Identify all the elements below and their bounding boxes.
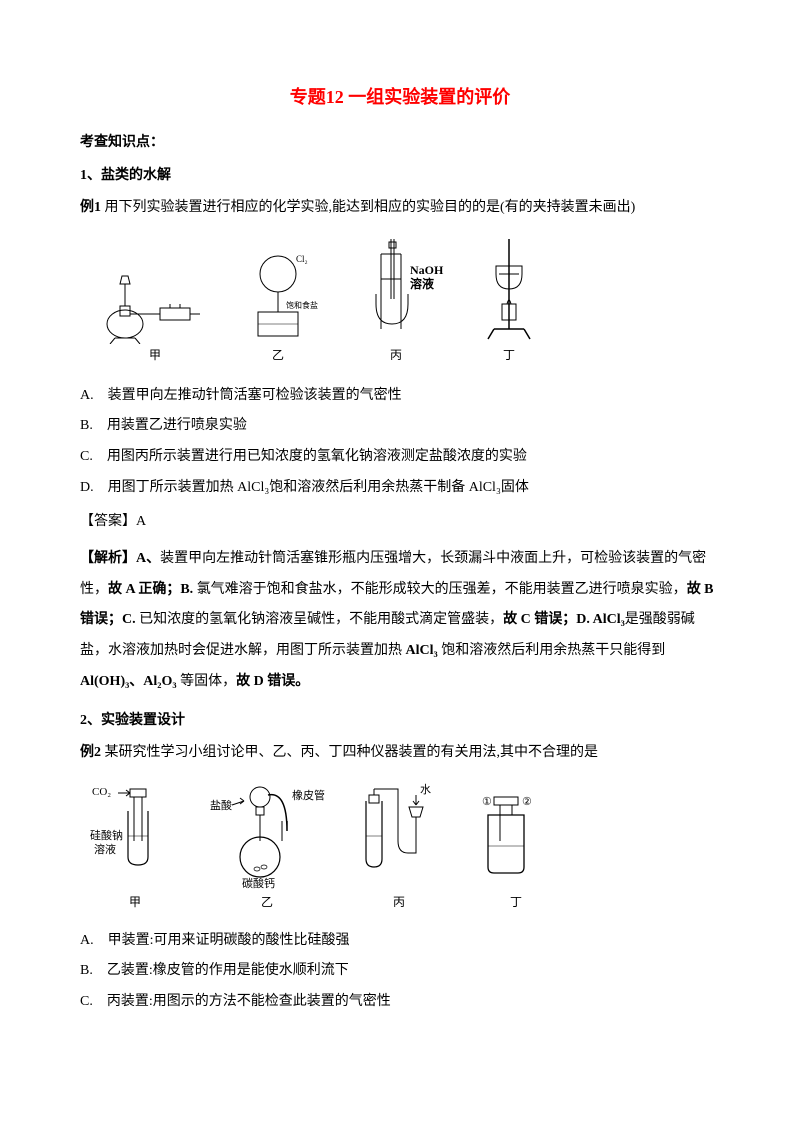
figure2-jia-label: 甲 [129, 891, 141, 914]
svg-text:溶液: 溶液 [94, 842, 116, 856]
option-1b: B. 用装置乙进行喷泉实验 [80, 413, 720, 440]
svg-text:饱和食盐水: 饱和食盐水 [286, 300, 318, 310]
svg-text:NaOH: NaOH [410, 263, 444, 277]
analysis-b-label: B. [180, 582, 193, 597]
figure2-bing-label: 丙 [393, 891, 405, 914]
figure-jia-label: 甲 [149, 344, 161, 367]
analysis-d-alcl3: AlCl₃ [406, 643, 438, 658]
figure-ding-label: 丁 [503, 344, 515, 367]
example1-body: 用下列实验装置进行相应的化学实验,能达到相应的实验目的的是(有的夹持装置未画出) [105, 200, 636, 215]
figure-yi-label: 乙 [272, 344, 284, 367]
answer-block: 【答案】A [80, 509, 720, 536]
figure2-yi-label: 乙 [261, 891, 273, 914]
option-2a: A. 甲装置:可用来证明碳酸的酸性比硅酸强 [80, 928, 720, 955]
analysis-label: 【解析】 [80, 551, 136, 566]
figure-bing-label: 丙 [390, 344, 402, 367]
analysis-d-text3: 等固体， [177, 674, 237, 689]
heading-exam-points: 考查知识点： [80, 130, 720, 157]
svg-text:CO₂: CO₂ [92, 786, 111, 798]
option-2b: B. 乙装置:橡皮管的作用是能使水顺利流下 [80, 958, 720, 985]
figure-yi: Cl₂ 饱和食盐水 乙 [238, 244, 318, 367]
analysis-a-label: A、 [136, 551, 160, 566]
svg-text:Cl₂: Cl₂ [296, 254, 308, 264]
figure2-ding-label: 丁 [510, 891, 522, 914]
svg-text:水: 水 [420, 783, 431, 796]
figure2-jia: CO₂ 硅酸钠 溶液 甲 [90, 781, 180, 914]
analysis-a-res: 故 A 正确； [108, 582, 180, 597]
figure-jia: 甲 [100, 264, 210, 367]
option-1c: C. 用图丙所示装置进行用已知浓度的氢氧化钠溶液测定盐酸浓度的实验 [80, 444, 720, 471]
svg-text:硅酸钠: 硅酸钠 [90, 828, 123, 842]
analysis-c-text: 已知浓度的氢氧化钠溶液呈碱性，不能用酸式滴定管盛装， [136, 612, 504, 627]
analysis-b-text: 氯气难溶于饱和食盐水，不能形成较大的压强差，不能用装置乙进行喷泉实验， [193, 582, 687, 597]
option-2c: C. 丙装置:用图示的方法不能检查此装置的气密性 [80, 989, 720, 1016]
analysis-c-label: C. [122, 612, 136, 627]
analysis-c-res: 故 C 错误； [503, 612, 576, 627]
analysis-d-label: D. AlCl₃ [576, 612, 625, 627]
analysis-block: 【解析】A、装置甲向左推动针筒活塞锥形瓶内压强增大，长颈漏斗中液面上升，可检验该… [80, 544, 720, 698]
answer-label: 【答案】 [80, 514, 136, 529]
figure-row-1: 甲 Cl₂ 饱和食盐水 乙 NaOH 溶液 丙 [100, 234, 720, 367]
figure2-yi: 盐酸 橡皮管 碳酸钙 乙 [202, 781, 332, 914]
option-1d: D. 用图丁所示装置加热 AlCl₃饱和溶液然后利用余热蒸干制备 AlCl₃固体 [80, 475, 720, 502]
analysis-d-text2: 饱和溶液然后利用余热蒸干只能得到 [438, 643, 666, 658]
answer-value: A [136, 514, 146, 529]
svg-text:溶液: 溶液 [410, 276, 434, 291]
svg-text:①: ① [482, 796, 492, 808]
subheading-section2: 2、实验装置设计 [80, 708, 720, 735]
option-1a: A. 装置甲向左推动针筒活塞可检验该装置的气密性 [80, 383, 720, 410]
figure-ding: 丁 [474, 234, 544, 367]
example2-label: 例2 [80, 745, 101, 760]
analysis-d-aloh: Al(OH)₃、Al₂O₃ [80, 674, 177, 689]
example2-body: 某研究性学习小组讨论甲、乙、丙、丁四种仪器装置的有关用法,其中不合理的是 [105, 745, 599, 760]
svg-text:碳酸钙: 碳酸钙 [242, 876, 275, 890]
analysis-d-res: 故 D 错误。 [236, 674, 309, 689]
example2-text: 例2 某研究性学习小组讨论甲、乙、丙、丁四种仪器装置的有关用法,其中不合理的是 [80, 740, 720, 767]
figure2-ding: ① ② 丁 [466, 791, 566, 914]
svg-text:②: ② [522, 796, 532, 808]
subheading-section1: 1、盐类的水解 [80, 163, 720, 190]
page-title: 专题12 一组实验装置的评价 [80, 80, 720, 114]
example1-text: 例1 用下列实验装置进行相应的化学实验,能达到相应的实验目的的是(有的夹持装置未… [80, 195, 720, 222]
example1-label: 例1 [80, 200, 101, 215]
figure2-bing: 水 丙 [354, 781, 444, 914]
svg-text:橡皮管: 橡皮管 [292, 788, 325, 802]
figure-row-2: CO₂ 硅酸钠 溶液 甲 盐酸 橡皮管 碳酸钙 [90, 781, 720, 914]
figure-bing: NaOH 溶液 丙 [346, 234, 446, 367]
svg-text:盐酸: 盐酸 [210, 798, 232, 812]
